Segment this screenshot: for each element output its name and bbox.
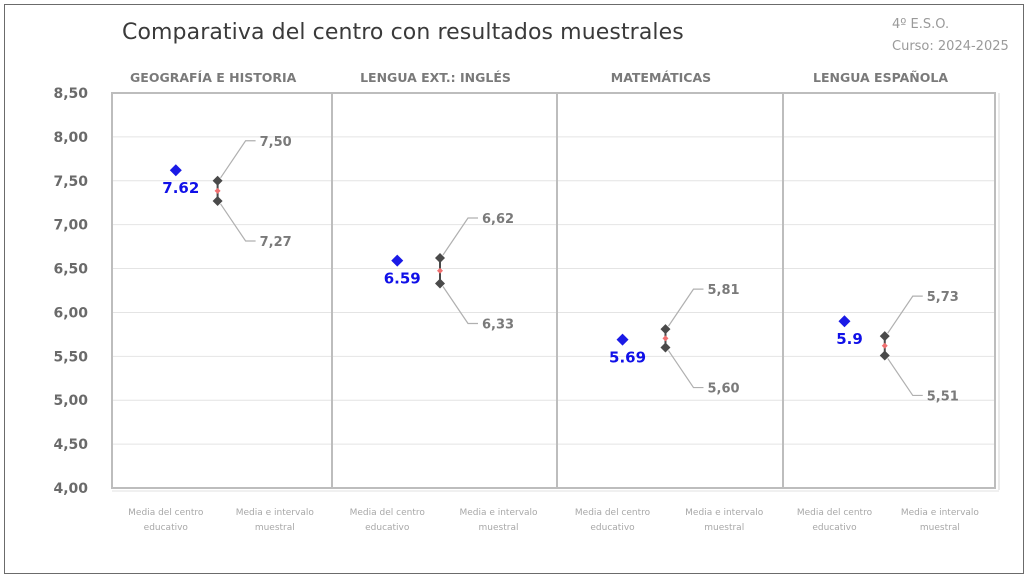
category-label-center: educativo bbox=[144, 523, 189, 533]
y-tick-label: 4,00 bbox=[53, 481, 88, 497]
subject-header: GEOGRAFÍA E HISTORIA bbox=[130, 70, 297, 85]
category-label-sample: muestral bbox=[479, 523, 519, 533]
plot-area-border bbox=[111, 92, 996, 489]
subject-header: MATEMÁTICAS bbox=[611, 70, 711, 85]
lower-leader-line bbox=[442, 286, 478, 325]
interval-upper-marker bbox=[435, 253, 445, 264]
interval-upper-label: 7,50 bbox=[260, 135, 292, 150]
upper-leader-line bbox=[442, 217, 478, 256]
y-tick-label: 4,50 bbox=[53, 437, 88, 453]
level-label: 4º E.S.O. bbox=[892, 17, 950, 32]
y-tick-label: 7,50 bbox=[53, 174, 88, 190]
center-mean-label: 5.69 bbox=[609, 349, 646, 367]
category-label-sample: Media e intervalo bbox=[901, 508, 980, 518]
interval-lower-marker bbox=[660, 342, 671, 353]
sample-mean-marker bbox=[662, 335, 669, 342]
category-label-center: educativo bbox=[365, 523, 410, 533]
category-label-sample: muestral bbox=[255, 523, 295, 533]
y-tick-label: 6,50 bbox=[53, 262, 88, 278]
interval-lower-marker bbox=[435, 278, 445, 289]
subject-header: LENGUA EXT.: INGLÉS bbox=[360, 70, 511, 85]
category-label-sample: Media e intervalo bbox=[459, 508, 538, 518]
sample-mean-marker bbox=[881, 342, 888, 349]
center-mean-marker bbox=[391, 254, 404, 267]
subject-header: LENGUA ESPAÑOLA bbox=[813, 70, 948, 85]
y-tick-label: 5,00 bbox=[53, 393, 88, 409]
y-tick-label: 8,50 bbox=[53, 86, 88, 102]
category-label-center: Media del centro bbox=[575, 508, 651, 518]
y-tick-label: 7,00 bbox=[53, 218, 88, 234]
interval-upper-label: 6,62 bbox=[482, 212, 514, 227]
interval-lower-label: 7,27 bbox=[260, 235, 292, 250]
lower-leader-line bbox=[887, 358, 923, 397]
interval-upper-marker bbox=[212, 175, 223, 186]
y-tick-label: 6,00 bbox=[53, 305, 88, 321]
upper-leader-line bbox=[220, 140, 256, 179]
chart-frame bbox=[4, 4, 1024, 574]
center-mean-marker bbox=[616, 333, 629, 346]
category-label-sample: Media e intervalo bbox=[685, 508, 764, 518]
category-label-center: Media del centro bbox=[350, 508, 426, 518]
category-label-center: educativo bbox=[590, 523, 635, 533]
course-info: 4º E.S.O. Curso: 2024-2025 bbox=[892, 14, 1009, 58]
category-label-sample: muestral bbox=[704, 523, 744, 533]
category-label-center: educativo bbox=[812, 523, 857, 533]
lower-leader-line bbox=[667, 350, 704, 389]
y-tick-label: 5,50 bbox=[53, 349, 88, 365]
interval-upper-label: 5,73 bbox=[927, 290, 959, 305]
upper-leader-line bbox=[667, 288, 704, 327]
center-mean-label: 5.9 bbox=[836, 330, 863, 348]
course-label: Curso: 2024-2025 bbox=[892, 39, 1009, 54]
interval-upper-label: 5,81 bbox=[707, 283, 739, 298]
center-mean-label: 6.59 bbox=[384, 270, 421, 288]
chart-title: Comparativa del centro con resultados mu… bbox=[122, 20, 684, 45]
interval-lower-marker bbox=[212, 195, 223, 206]
lower-leader-line bbox=[220, 203, 256, 242]
category-label-center: Media del centro bbox=[128, 508, 204, 518]
y-tick-label: 8,00 bbox=[53, 130, 88, 146]
category-label-center: Media del centro bbox=[797, 508, 873, 518]
category-label-sample: Media e intervalo bbox=[236, 508, 315, 518]
interval-lower-marker bbox=[879, 350, 890, 361]
sample-mean-marker bbox=[214, 187, 221, 194]
center-mean-label: 7.62 bbox=[162, 179, 199, 197]
interval-upper-marker bbox=[660, 324, 671, 335]
category-label-sample: muestral bbox=[920, 523, 960, 533]
center-mean-marker bbox=[838, 315, 851, 328]
interval-lower-label: 5,60 bbox=[707, 382, 739, 397]
upper-leader-line bbox=[887, 295, 923, 334]
interval-lower-label: 5,51 bbox=[927, 389, 959, 404]
center-mean-marker bbox=[169, 164, 182, 177]
sample-mean-marker bbox=[437, 267, 443, 274]
interval-upper-marker bbox=[879, 331, 890, 342]
interval-lower-label: 6,33 bbox=[482, 317, 514, 332]
